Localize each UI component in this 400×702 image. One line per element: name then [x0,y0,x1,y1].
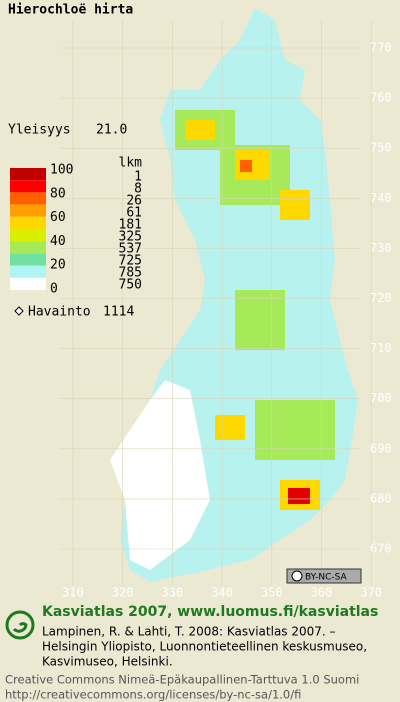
legend-count: 61 [126,206,142,221]
y-axis-label: 720 [370,291,392,305]
count-header: lkm [119,156,143,171]
grid [60,20,372,585]
patch [215,415,245,440]
legend-swatch [10,277,46,290]
x-axis-label: 340 [211,586,233,600]
frequency-value: 21.0 [96,123,127,138]
legend-swatch [10,204,46,217]
y-axis-label: 770 [370,41,392,55]
license-badge: BY-NC-SA [305,573,348,583]
citation-line: Helsingin Yliopisto, Luonnontieteellinen… [42,640,367,654]
legend-count: 8 [134,182,142,197]
citation-line: Lampinen, R. & Lahti, T. 2008: Kasviatla… [42,625,336,639]
legend-count: 325 [119,230,142,245]
legend-swatch [10,216,46,229]
x-axis-label: 360 [311,586,333,600]
legend-swatch [10,241,46,254]
x-axis-label: 310 [62,586,84,600]
x-axis-label: 350 [261,586,283,600]
y-axis-label: 740 [370,191,392,205]
legend-count: 1 [134,170,142,185]
legend-count: 26 [126,194,142,209]
y-axis-label: 760 [370,91,392,105]
patch [240,160,252,172]
patch [255,400,335,460]
legend-swatch [10,192,46,205]
citation-line: Kasvimuseo, Helsinki. [42,655,173,669]
y-axis-label: 730 [370,241,392,255]
cc-icon [291,570,303,582]
legend-count: 725 [119,254,142,269]
license-line: http://creativecommons.org/licenses/by-n… [5,688,301,702]
y-axis-label: 680 [370,491,392,505]
legend-scale-label: 0 [50,282,58,297]
y-axis-label: 690 [370,441,392,455]
legend-swatch [10,253,46,266]
sparse-area [110,380,210,570]
observations-label: Havainto [28,305,91,320]
observations-value: 1114 [103,305,134,320]
footer-heading: Kasviatlas 2007, www.luomus.fi/kasviatla… [42,604,378,620]
legend-scale-label: 20 [50,258,66,273]
species-title: Hierochloë hirta [8,3,133,18]
frequency-label: Yleisyys [8,123,71,138]
logo [5,610,35,640]
legend-swatch [10,229,46,242]
map-shape [110,8,358,582]
legend-scale-label: 40 [50,234,66,249]
legend-scale-label: 60 [50,210,66,225]
x-axis-label: 320 [112,586,134,600]
patch [185,120,215,140]
license-line: Creative Commons Nimeä-Epäkaupallinen-Ta… [5,673,359,687]
y-axis-label: 670 [370,542,392,556]
license-badge-box [286,568,362,584]
y-axis-label: 750 [370,141,392,155]
legend-count: 750 [119,278,142,293]
legend-scale-label: 80 [50,186,66,201]
patch [280,190,310,220]
y-axis-label: 700 [370,391,392,405]
legend-count: 181 [119,218,142,233]
legend-count: 785 [119,266,142,281]
patch [288,488,310,504]
x-axis-label: 370 [360,586,382,600]
observation-symbol [14,306,24,316]
legend-swatch [10,168,46,181]
legend-swatch [10,180,46,193]
legend-swatch [10,265,46,278]
legend-count: 537 [119,242,142,257]
y-axis-label: 710 [370,341,392,355]
legend-scale-label: 100 [50,163,73,178]
x-axis-label: 330 [162,586,184,600]
patch [235,290,285,350]
